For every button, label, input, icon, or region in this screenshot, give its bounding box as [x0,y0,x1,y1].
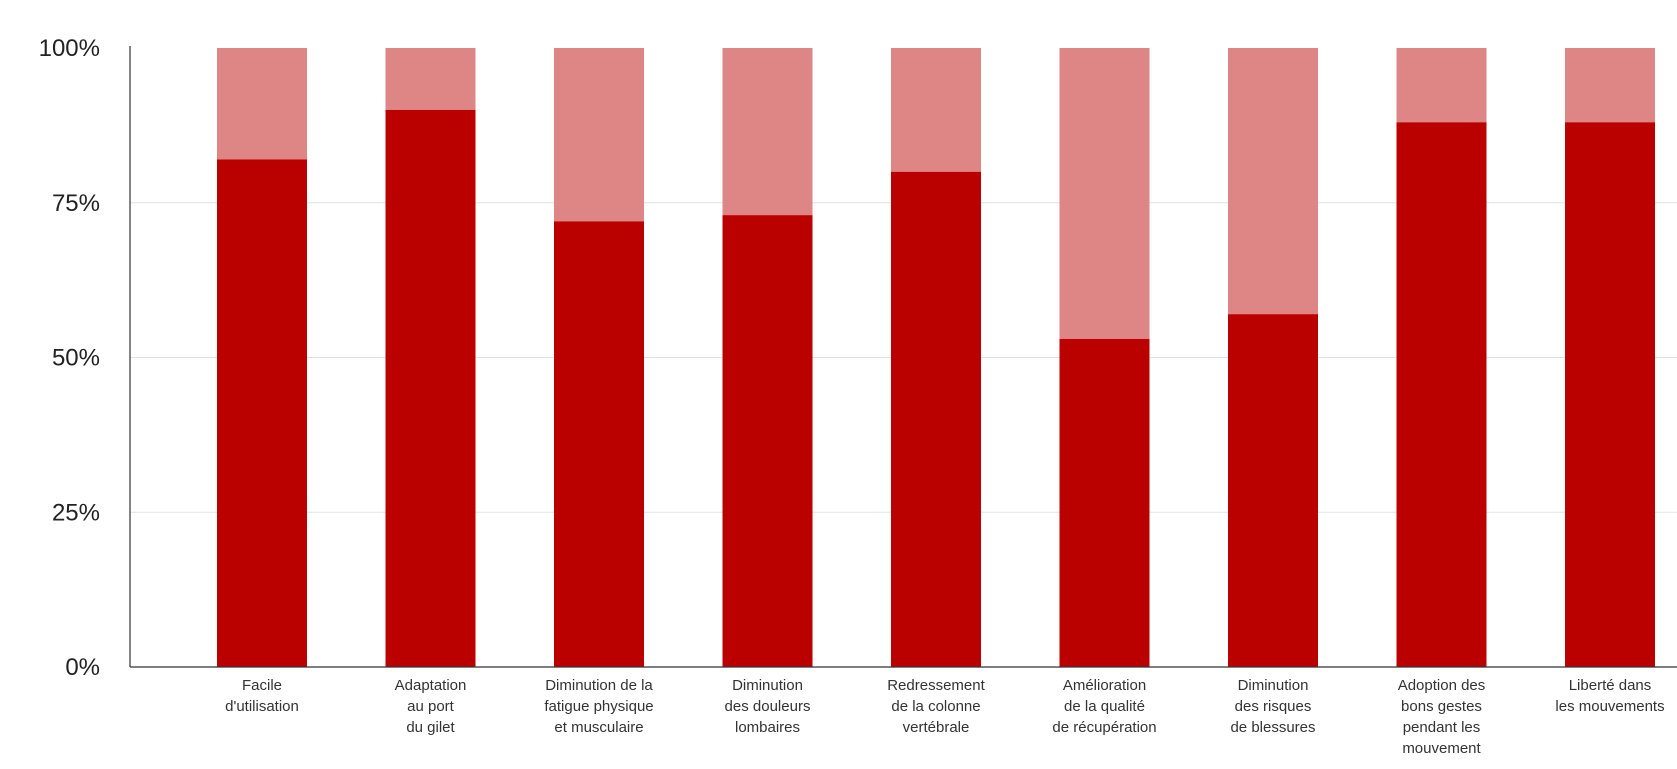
bar-segment-secondary [722,48,813,216]
y-tick-label: 25% [52,499,100,526]
bar-segment-primary [1228,314,1318,667]
bar-segment-primary [385,109,476,667]
x-tick-label-line: vertébrale [903,719,970,736]
x-tick-label: Diminution de la fatigue physique et muscu… [544,677,653,736]
x-tick-label-line: de la colonne [891,698,980,715]
bar-segment-secondary [1059,48,1150,339]
x-tick-label-line: d'utilisation [225,698,299,715]
x-tick-label-line: Adaptation [395,677,467,694]
x-tick-label: Amélioration de la qualité de récupération [1052,677,1156,736]
x-tick-label: Facile d'utilisation [225,677,299,715]
x-tick-label-line: du gilet [406,719,455,736]
y-tick-label: 75% [52,190,100,217]
bar-segment-secondary [1228,48,1318,315]
x-tick-label: Adoption des bons gestes pendant les mouvem… [1398,677,1486,757]
bar-segment-secondary [1396,48,1487,123]
y-axis-ticks: 0% 25% 50% 75% 100% [39,35,100,681]
x-tick-label: Adaptation au port du gilet [395,677,467,736]
bar-segment-secondary [1565,48,1655,123]
x-tick-label-line: Liberté dans [1569,677,1652,694]
x-tick-label-line: de blessures [1230,719,1315,736]
x-tick-label-line: Redressement [887,677,985,694]
bar-segment-primary [1396,122,1487,667]
x-tick-label-line: des douleurs [725,698,811,715]
x-tick-label-line: Amélioration [1063,677,1146,694]
x-tick-label-line: mouvement [1402,740,1481,757]
x-tick-label-line: lombaires [735,719,800,736]
x-tick-label-line: au port [407,698,455,715]
bar-segment-secondary [217,48,307,160]
x-tick-label: Diminution des risques de blessures [1230,677,1315,736]
bar-segment-secondary [385,48,476,110]
y-tick-label: 50% [52,345,100,372]
x-tick-label-line: Diminution [732,677,803,694]
x-tick-label-line: Diminution de la [545,677,653,694]
x-tick-label-line: Facile [242,677,282,694]
x-tick-label-line: fatigue physique [544,698,653,715]
bar-segment-primary [217,159,307,668]
bar-segment-primary [554,221,644,667]
bar-segment-secondary [554,48,644,222]
x-tick-label-line: Diminution [1238,677,1309,694]
x-tick-label-line: bons gestes [1401,698,1482,715]
x-tick-label-line: Adoption des [1398,677,1486,694]
bar-segment-primary [722,215,813,667]
bar-segment-primary [891,171,981,668]
x-tick-label: Liberté dans les mouvements [1555,677,1664,715]
x-tick-label-line: de la qualité [1064,698,1145,715]
bar-segment-primary [1565,122,1655,667]
x-tick-label: Redressement de la colonne vertébrale [887,677,985,736]
x-tick-label-line: et musculaire [554,719,643,736]
x-tick-label-line: de récupération [1052,719,1156,736]
bar-segment-primary [1059,338,1150,667]
x-axis-labels: Facile d'utilisation Adaptation au port du g… [225,677,1664,757]
bars [217,48,1655,668]
y-tick-label: 100% [39,35,100,62]
x-tick-label-line: les mouvements [1555,698,1664,715]
x-tick-label: Diminution des douleurs lombaires [725,677,811,736]
x-tick-label-line: pendant les [1403,719,1481,736]
bar-segment-secondary [891,48,981,172]
y-tick-label: 0% [65,654,100,681]
x-tick-label-line: des risques [1235,698,1312,715]
